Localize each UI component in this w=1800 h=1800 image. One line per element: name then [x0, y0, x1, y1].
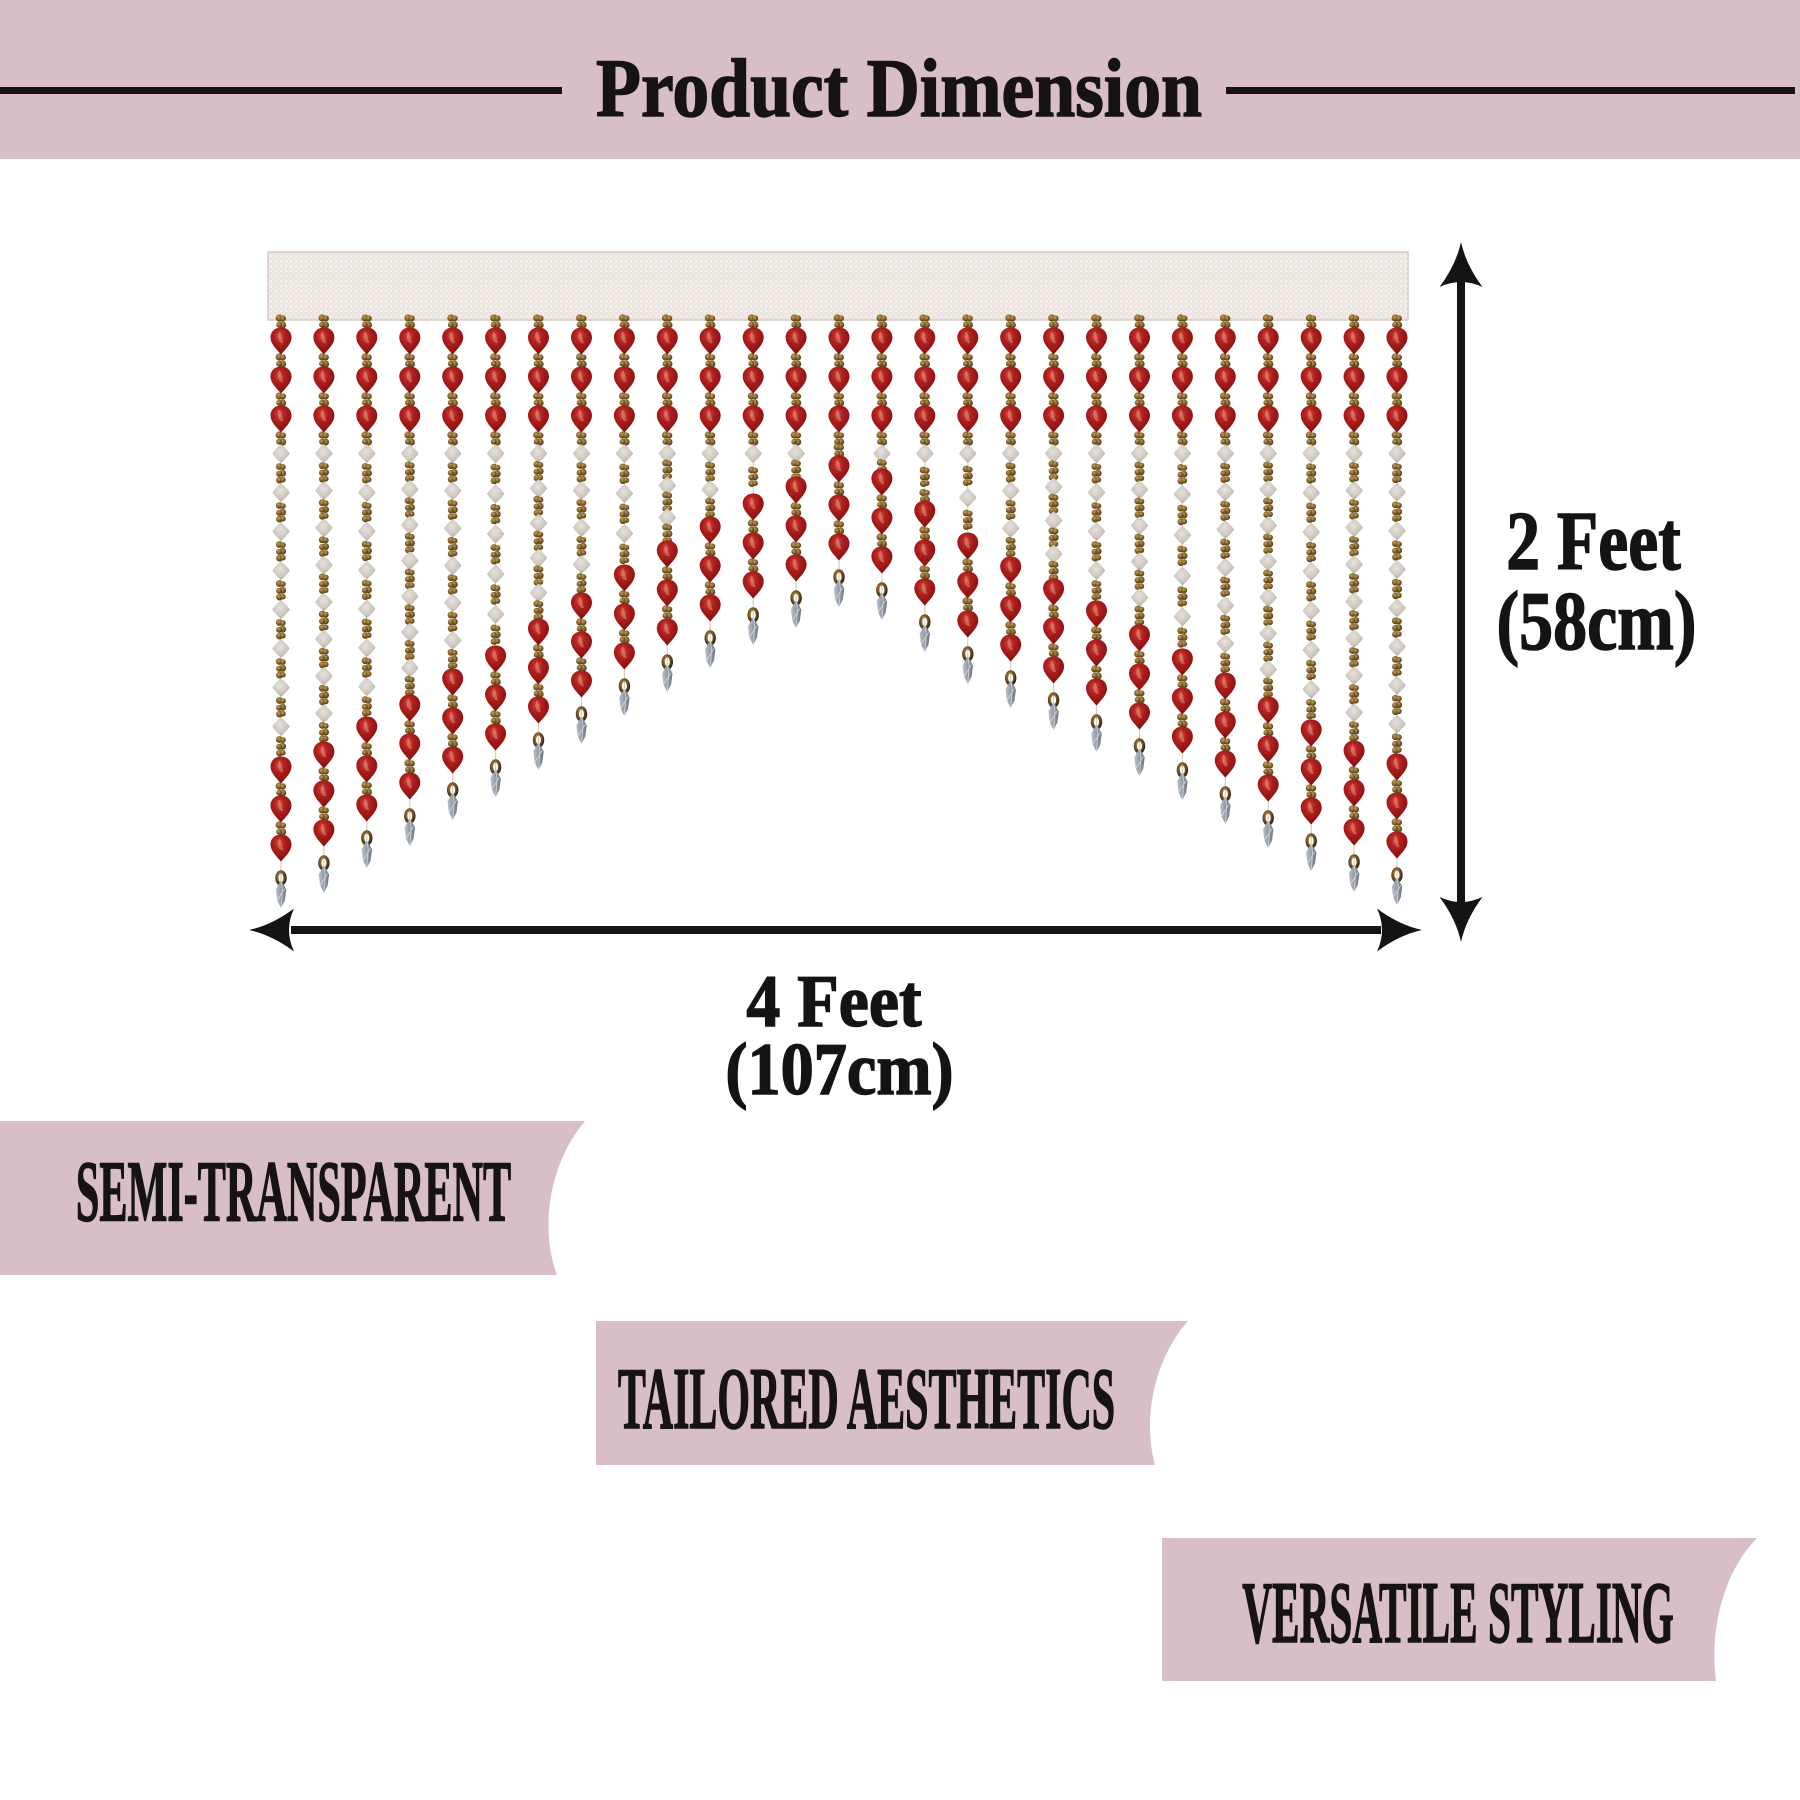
svg-text:SEMI-TRANSPARENT: SEMI-TRANSPARENT [76, 1143, 511, 1240]
svg-text:2 Feet: 2 Feet [1506, 495, 1681, 588]
svg-text:VERSATILE STYLING: VERSATILE STYLING [1242, 1564, 1674, 1661]
svg-text:4 Feet: 4 Feet [746, 961, 921, 1042]
svg-text:Product Dimension: Product Dimension [596, 42, 1202, 134]
svg-text:TAILORED AESTHETICS: TAILORED AESTHETICS [618, 1350, 1115, 1447]
svg-text:(58cm): (58cm) [1497, 574, 1697, 667]
svg-text:(107cm): (107cm) [725, 1029, 953, 1111]
